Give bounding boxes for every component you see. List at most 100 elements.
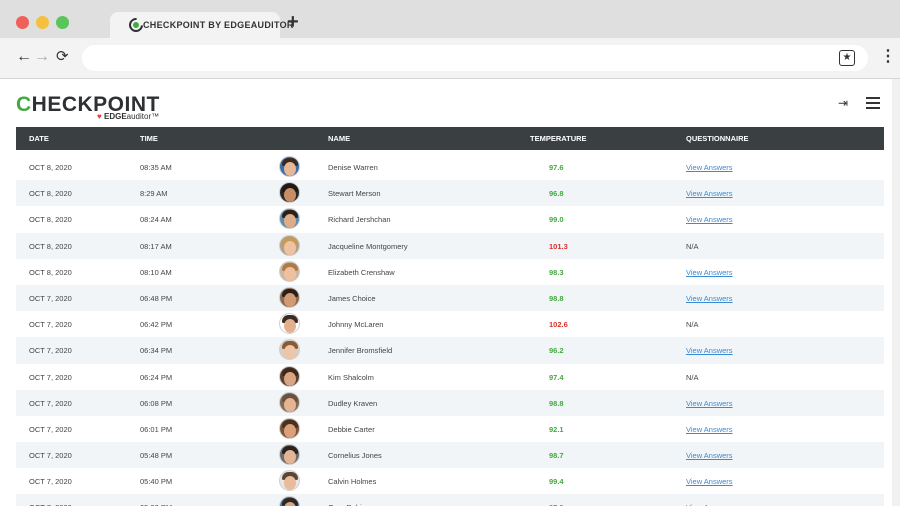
reload-icon[interactable]: ⟳ bbox=[56, 48, 69, 65]
row-date: OCT 8, 2020 bbox=[29, 267, 72, 277]
column-header-temperature[interactable]: TEMPERATURE bbox=[530, 134, 587, 143]
logo-text: HECKPOINT bbox=[31, 93, 160, 116]
row-name: Debbie Carter bbox=[328, 424, 375, 434]
row-time: 08:10 AM bbox=[140, 267, 172, 277]
row-name: Stewart Merson bbox=[328, 189, 381, 199]
view-answers-link[interactable]: View Answers bbox=[686, 346, 733, 356]
row-time: 08:17 AM bbox=[140, 241, 172, 251]
avatar bbox=[279, 313, 300, 335]
row-name: Johnny McLaren bbox=[328, 320, 384, 330]
table-header: DATE TIME NAME TEMPERATURE QUESTIONNAIRE bbox=[16, 127, 884, 150]
row-temperature: 98.8 bbox=[549, 293, 564, 303]
column-header-questionnaire[interactable]: QUESTIONNAIRE bbox=[686, 134, 749, 143]
row-name: Dudley Kraven bbox=[328, 398, 378, 408]
view-answers-link[interactable]: View Answers bbox=[686, 293, 733, 303]
bookmark-star-icon[interactable]: ★ bbox=[839, 50, 855, 66]
avatar bbox=[279, 391, 300, 413]
row-time: 06:48 PM bbox=[140, 293, 173, 303]
view-answers-link[interactable]: View Answers bbox=[686, 424, 733, 434]
hamburger-menu-icon[interactable] bbox=[866, 97, 880, 109]
close-window-button[interactable] bbox=[16, 16, 29, 29]
table-row: OCT 7, 2020 06:48 PM James Choice 98.8 View … bbox=[16, 284, 884, 312]
avatar bbox=[279, 496, 300, 506]
logout-icon[interactable]: ⇥ bbox=[838, 96, 849, 110]
title-bar: CHECKPOINT BY EDGEAUDITOR + bbox=[0, 0, 900, 38]
row-temperature: 98.7 bbox=[549, 451, 564, 461]
avatar-face bbox=[284, 162, 296, 176]
row-time: 08:35 AM bbox=[140, 163, 172, 172]
row-temperature: 96.8 bbox=[549, 189, 564, 199]
table-row: OCT 7, 2020 06:24 PM Kim Shalcolm 97.4 N/A bbox=[16, 364, 884, 390]
view-answers-link[interactable]: View Answers bbox=[686, 215, 733, 225]
page-scrollbar[interactable] bbox=[892, 79, 900, 506]
row-name: Kim Shalcolm bbox=[328, 372, 374, 382]
avatar bbox=[279, 365, 300, 387]
edgeauditor-mark-icon: ♥ bbox=[97, 112, 102, 121]
row-date: OCT 7, 2020 bbox=[29, 451, 72, 461]
address-bar[interactable] bbox=[82, 45, 868, 71]
row-name: Gary Robinson bbox=[328, 503, 378, 506]
avatar-face bbox=[284, 188, 296, 203]
row-temperature: 99.0 bbox=[549, 215, 564, 225]
row-name: Jacqueline Montgomery bbox=[328, 241, 408, 251]
edgeauditor-logo: ♥ EDGEauditor™ bbox=[97, 112, 159, 121]
view-answers-link[interactable]: View Answers bbox=[686, 189, 733, 199]
column-header-date[interactable]: DATE bbox=[29, 134, 49, 143]
table-row: OCT 7, 2020 06:42 PM Johnny McLaren 102.6 N/… bbox=[16, 311, 884, 337]
row-name: Richard Jershchan bbox=[328, 215, 391, 225]
table-row: OCT 7, 2020 06:34 PM Jennifer Bromsfield 96… bbox=[16, 337, 884, 364]
row-name: Calvin Holmes bbox=[328, 477, 377, 487]
row-questionnaire-na: N/A bbox=[686, 241, 699, 251]
table-row: OCT 8, 2020 08:17 AM Jacqueline Montgomery… bbox=[16, 232, 884, 259]
row-temperature: 102.6 bbox=[549, 320, 568, 330]
row-time: 8:29 AM bbox=[140, 189, 168, 199]
view-answers-link[interactable]: View Answers bbox=[686, 163, 733, 172]
avatar-face bbox=[284, 371, 296, 386]
checkpoint-logo[interactable]: CHECKPOINT bbox=[16, 93, 160, 117]
row-time: 08:24 AM bbox=[140, 215, 172, 225]
avatar-face bbox=[284, 214, 296, 229]
edgeauditor-auditor: auditor™ bbox=[126, 112, 160, 121]
row-temperature: 98.8 bbox=[549, 398, 564, 408]
row-name: James Choice bbox=[328, 293, 376, 303]
avatar-face bbox=[284, 502, 296, 506]
row-time: 06:01 PM bbox=[140, 424, 173, 434]
row-name: Elizabeth Crenshaw bbox=[328, 267, 395, 277]
row-temperature: 97.9 bbox=[549, 503, 564, 506]
browser-menu-icon[interactable]: ⋮ bbox=[880, 48, 896, 65]
row-date: OCT 7, 2020 bbox=[29, 424, 72, 434]
view-answers-link[interactable]: View Answers bbox=[686, 503, 733, 506]
row-date: OCT 7, 2020 bbox=[29, 477, 72, 487]
avatar bbox=[279, 339, 300, 361]
avatar-face bbox=[284, 240, 296, 255]
avatar-face bbox=[284, 292, 296, 307]
row-date: OCT 7, 2020 bbox=[29, 293, 72, 303]
avatar bbox=[279, 208, 300, 230]
column-header-time[interactable]: TIME bbox=[140, 134, 158, 143]
table-row: OCT 8, 2020 08:35 AM Denise Warren 97.6 View… bbox=[16, 154, 884, 180]
table-row: OCT 8, 2020 8:29 AM Stewart Merson 96.8 View… bbox=[16, 180, 884, 207]
row-date: OCT 8, 2020 bbox=[29, 215, 72, 225]
minimize-window-button[interactable] bbox=[36, 16, 49, 29]
new-tab-button[interactable]: + bbox=[287, 11, 299, 33]
maximize-window-button[interactable] bbox=[56, 16, 69, 29]
forward-arrow-icon[interactable]: → bbox=[34, 48, 50, 65]
row-date: OCT 7, 2020 bbox=[29, 503, 72, 506]
view-answers-link[interactable]: View Answers bbox=[686, 398, 733, 408]
avatar bbox=[279, 234, 300, 256]
row-time: 06:34 PM bbox=[140, 346, 173, 356]
column-header-name[interactable]: NAME bbox=[328, 134, 351, 143]
back-arrow-icon[interactable]: ← bbox=[16, 48, 32, 65]
avatar-face bbox=[284, 423, 296, 438]
table-row: OCT 7, 2020 06:08 PM Dudley Kraven 98.8 View… bbox=[16, 389, 884, 416]
avatar-face bbox=[284, 476, 296, 491]
view-answers-link[interactable]: View Answers bbox=[686, 451, 733, 461]
tab-checkpoint[interactable]: CHECKPOINT BY EDGEAUDITOR bbox=[110, 12, 293, 38]
row-time: 05:40 PM bbox=[140, 477, 173, 487]
row-temperature: 96.2 bbox=[549, 346, 564, 356]
view-answers-link[interactable]: View Answers bbox=[686, 267, 733, 277]
table-row: OCT 7, 2020 05:40 PM Calvin Holmes 99.4 View… bbox=[16, 468, 884, 494]
view-answers-link[interactable]: View Answers bbox=[686, 477, 733, 487]
row-name: Cornelius Jones bbox=[328, 451, 382, 461]
row-temperature: 97.4 bbox=[549, 372, 564, 382]
